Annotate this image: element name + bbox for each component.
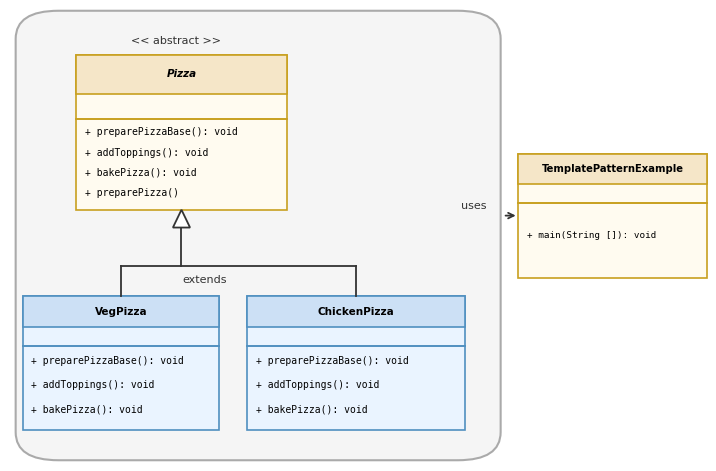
FancyBboxPatch shape [16, 11, 500, 460]
Text: uses: uses [461, 202, 486, 211]
Text: ChickenPizza: ChickenPizza [318, 307, 395, 317]
Text: + main(String []): void: + main(String []): void [527, 231, 657, 240]
Text: + addToppings(): void: + addToppings(): void [32, 380, 155, 390]
FancyBboxPatch shape [77, 55, 286, 210]
Text: + bakePizza(): void: + bakePizza(): void [256, 404, 367, 414]
Text: + preparePizzaBase(): void: + preparePizzaBase(): void [256, 356, 409, 366]
FancyBboxPatch shape [248, 296, 465, 430]
Text: Pizza: Pizza [166, 69, 196, 80]
FancyBboxPatch shape [518, 154, 707, 184]
Text: TemplatePatternExample: TemplatePatternExample [542, 164, 684, 174]
FancyBboxPatch shape [518, 154, 707, 277]
Text: + bakePizza(): void: + bakePizza(): void [32, 404, 143, 414]
FancyBboxPatch shape [23, 296, 219, 327]
FancyBboxPatch shape [77, 55, 286, 94]
Polygon shape [173, 210, 190, 227]
Text: + preparePizza(): + preparePizza() [84, 187, 179, 198]
Text: << abstract >>: << abstract >> [131, 36, 221, 46]
Text: + addToppings(): void: + addToppings(): void [84, 147, 208, 157]
FancyBboxPatch shape [248, 296, 465, 327]
Text: + preparePizzaBase(): void: + preparePizzaBase(): void [32, 356, 184, 366]
Text: VegPizza: VegPizza [95, 307, 147, 317]
Text: extends: extends [183, 275, 227, 285]
FancyBboxPatch shape [23, 296, 219, 430]
Text: + bakePizza(): void: + bakePizza(): void [84, 168, 196, 178]
Text: + addToppings(): void: + addToppings(): void [256, 380, 379, 390]
Text: + preparePizzaBase(): void: + preparePizzaBase(): void [84, 128, 238, 138]
